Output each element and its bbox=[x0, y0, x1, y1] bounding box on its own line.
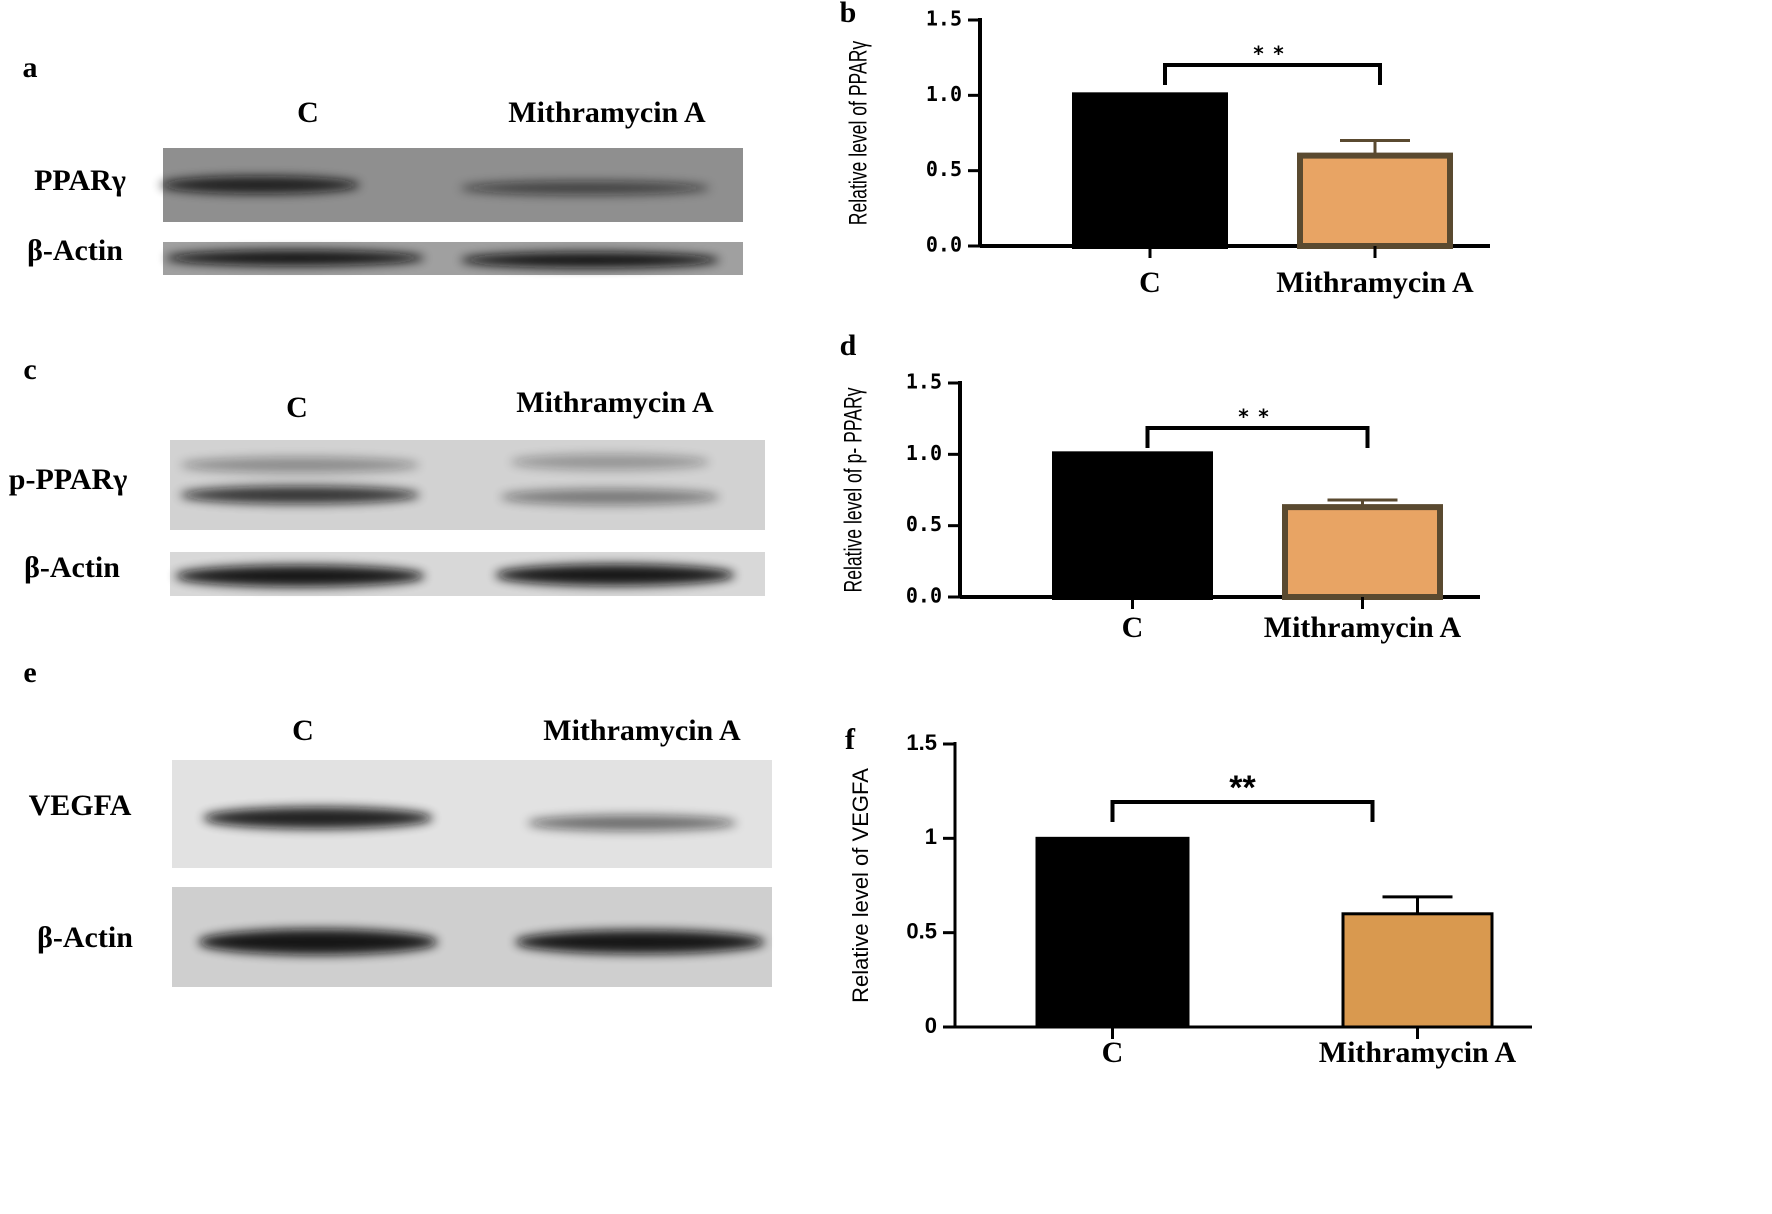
bar bbox=[1052, 451, 1213, 601]
lane-label: C bbox=[292, 714, 314, 747]
blot-band bbox=[510, 454, 710, 470]
lane-label: Mithramycin A bbox=[543, 714, 741, 747]
y-tick-label: 0.5 bbox=[906, 512, 942, 536]
blot-band bbox=[165, 250, 425, 266]
panel-label: a bbox=[23, 51, 38, 84]
bar bbox=[1341, 912, 1494, 1029]
bar bbox=[1035, 836, 1190, 1029]
bar bbox=[1282, 504, 1443, 600]
y-tick-label: 1.5 bbox=[906, 730, 937, 755]
row-label: p-PPARγ bbox=[9, 463, 127, 496]
x-tick-label: C bbox=[1122, 611, 1144, 644]
blot-band bbox=[460, 252, 720, 268]
row-label: β-Actin bbox=[27, 234, 123, 267]
lane-label: Mithramycin A bbox=[508, 96, 706, 129]
significance-annotation: ** bbox=[1237, 405, 1277, 429]
panel-label: e bbox=[23, 656, 36, 689]
blot-band bbox=[180, 486, 420, 504]
x-tick-label: Mithramycin A bbox=[1276, 266, 1474, 299]
blot-band bbox=[495, 564, 735, 586]
y-axis-label: Relative level of PPARγ bbox=[843, 41, 872, 226]
y-tick-label: 0.5 bbox=[906, 918, 937, 943]
blot-band bbox=[527, 815, 737, 831]
blot-band bbox=[203, 807, 433, 829]
blot-band bbox=[180, 457, 420, 473]
bar bbox=[1072, 92, 1228, 250]
y-tick-label: 1.5 bbox=[906, 370, 942, 394]
significance-annotation: ** bbox=[1252, 42, 1292, 66]
y-tick-label: 0 bbox=[925, 1013, 937, 1038]
row-label: β-Actin bbox=[24, 551, 120, 584]
y-tick-label: 0.5 bbox=[926, 157, 962, 181]
x-tick-label: Mithramycin A bbox=[1264, 611, 1462, 644]
lane-label: C bbox=[297, 96, 319, 129]
panel-label: b bbox=[840, 0, 857, 29]
significance-bracket bbox=[1163, 63, 1382, 85]
blot-band bbox=[500, 489, 720, 505]
panel-label: d bbox=[840, 329, 857, 362]
blot-band bbox=[515, 930, 765, 954]
y-tick-label: 1.0 bbox=[906, 441, 942, 465]
x-tick-label: Mithramycin A bbox=[1319, 1036, 1517, 1069]
bar bbox=[1297, 152, 1453, 250]
lane-label: C bbox=[286, 391, 308, 424]
y-tick-label: 0.0 bbox=[906, 584, 942, 608]
y-tick-label: 0.0 bbox=[926, 233, 962, 257]
y-axis-label: Relative level of VEGFA bbox=[848, 768, 873, 1003]
row-label: β-Actin bbox=[37, 921, 133, 954]
x-tick-label: C bbox=[1102, 1036, 1124, 1069]
significance-bracket bbox=[1110, 800, 1375, 822]
panel-label: f bbox=[845, 723, 856, 756]
lane-label: Mithramycin A bbox=[516, 386, 714, 419]
blot-band bbox=[175, 565, 425, 587]
y-tick-label: 1.5 bbox=[926, 7, 962, 31]
panel-label: c bbox=[23, 353, 36, 386]
y-axis-label: Relative level of p- PPARγ bbox=[838, 387, 867, 592]
row-label: PPARγ bbox=[34, 164, 126, 197]
x-tick-label: C bbox=[1139, 266, 1161, 299]
blot-membrane bbox=[170, 440, 765, 530]
blot-band bbox=[160, 176, 360, 194]
row-label: VEGFA bbox=[29, 789, 132, 822]
blot-band bbox=[198, 929, 438, 955]
blot-band bbox=[460, 181, 710, 195]
significance-bracket bbox=[1145, 426, 1370, 448]
y-tick-label: 1.0 bbox=[926, 82, 962, 106]
significance-annotation: ** bbox=[1229, 769, 1256, 807]
y-tick-label: 1 bbox=[925, 824, 937, 849]
